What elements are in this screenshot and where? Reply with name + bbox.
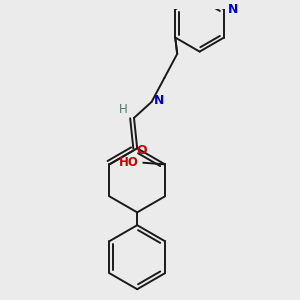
- Text: HO: HO: [119, 156, 139, 169]
- Text: N: N: [228, 3, 238, 16]
- Text: N: N: [154, 94, 164, 107]
- Text: O: O: [136, 144, 147, 157]
- Text: H: H: [119, 103, 128, 116]
